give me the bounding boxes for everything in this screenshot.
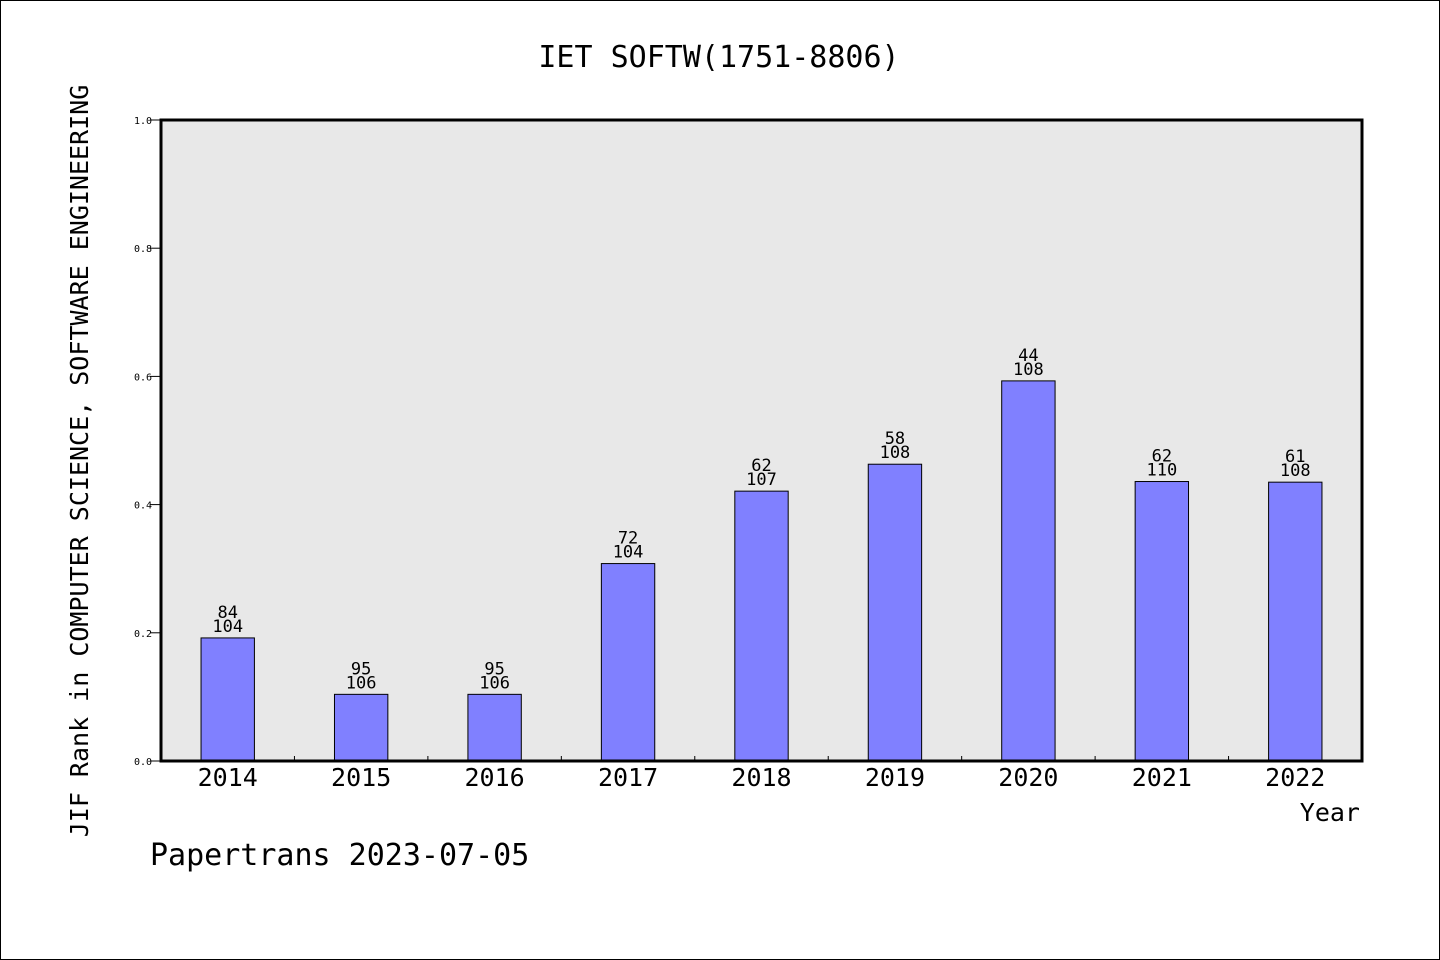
- chart-title: IET SOFTW(1751-8806): [538, 40, 899, 75]
- bar-rank-label: 62: [751, 456, 771, 476]
- bar-total-label: 106: [479, 673, 510, 693]
- y-axis-label: JIF Rank in COMPUTER SCIENCE, SOFTWARE E…: [65, 85, 94, 838]
- x-tick-label: 2020: [998, 763, 1058, 792]
- bar-rank-label: 58: [885, 429, 905, 449]
- bar-total-label: 108: [1280, 461, 1311, 481]
- x-axis-label: Year: [1300, 798, 1360, 827]
- y-tick-label: 0.2: [134, 629, 152, 640]
- credit-text: Papertrans 2023-07-05: [150, 838, 529, 873]
- x-tick-label: 2018: [731, 763, 791, 792]
- x-tick-label: 2022: [1265, 763, 1325, 792]
- bar-total-label: 106: [346, 673, 377, 693]
- bar-2020: [1001, 380, 1056, 762]
- bar-2021: [1134, 481, 1190, 762]
- y-tick-label: 0.8: [134, 244, 152, 255]
- x-axis: 2014 2015 2016 2017 2018 2019 2020 2021 2022: [198, 756, 1325, 792]
- x-tick-label: 2017: [598, 763, 658, 792]
- bar-total-label: 104: [212, 617, 243, 637]
- bar-rank-label: 95: [351, 659, 371, 679]
- plot-border: [159, 118, 1364, 763]
- bar-2019: [867, 463, 923, 762]
- bar-rank-label: 62: [1152, 447, 1172, 467]
- bar-rank-label: 84: [217, 603, 237, 623]
- bar-rank-label: 44: [1018, 346, 1038, 366]
- bar-rank-label: 61: [1285, 447, 1305, 467]
- x-tick-label: 2021: [1132, 763, 1192, 792]
- x-tick-label: 2016: [465, 763, 525, 792]
- y-tick-label: 0.6: [134, 372, 152, 383]
- bar-total-label: 108: [1013, 360, 1044, 380]
- bar-total-label: 110: [1146, 461, 1177, 481]
- bar-2018: [734, 490, 789, 762]
- bars: 8410495106951067210462107581084410862110…: [200, 346, 1323, 762]
- bar-2014: [200, 637, 255, 762]
- bar-rank-label: 72: [618, 529, 638, 549]
- bar-2016: [467, 693, 522, 762]
- bar-2022: [1268, 481, 1323, 762]
- x-tick-label: 2014: [198, 763, 258, 792]
- y-tick-label: 1.0: [134, 116, 152, 127]
- y-axis: 0.0 0.2 0.4 0.6 0.8 1.0: [134, 116, 161, 768]
- bar-2015: [333, 693, 389, 762]
- bar-total-label: 107: [746, 470, 777, 490]
- x-tick-label: 2015: [331, 763, 391, 792]
- bar-2017: [600, 563, 656, 762]
- x-tick-label: 2019: [865, 763, 925, 792]
- y-tick-label: 0.4: [134, 501, 152, 512]
- bar-total-label: 104: [613, 543, 644, 563]
- y-tick-label: 0.0: [134, 757, 152, 768]
- bar-rank-label: 95: [484, 659, 504, 679]
- bar-total-label: 108: [880, 443, 911, 463]
